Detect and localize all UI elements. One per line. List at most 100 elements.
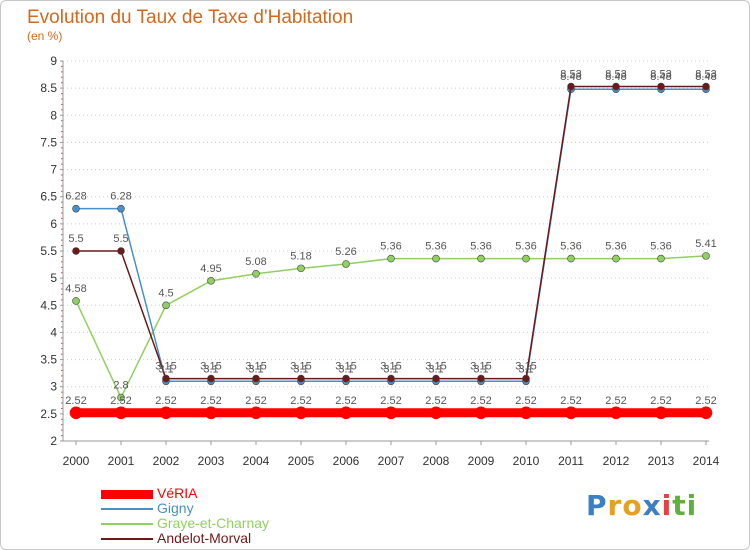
- data-label: 8.48: [695, 71, 716, 83]
- data-label: 3.15: [290, 361, 311, 373]
- data-label: 3.1: [473, 363, 488, 375]
- logo-letter: t: [672, 489, 687, 522]
- legend-label: Graye-et-Charnay: [157, 515, 270, 531]
- data-label: 8.48: [650, 71, 671, 83]
- y-tick-label: 5: [50, 271, 57, 285]
- x-tick-label: 2011: [558, 454, 584, 468]
- data-label: 5.36: [470, 241, 491, 253]
- logo-letter: o: [622, 489, 643, 522]
- data-label: 6.28: [65, 191, 86, 203]
- data-label: 3.15: [425, 361, 446, 373]
- y-tick-label: 2: [50, 434, 57, 448]
- legend-label: Andelot-Morval: [157, 530, 252, 546]
- data-label: 5.36: [560, 241, 581, 253]
- y-tick-label: 3.5: [40, 353, 57, 367]
- data-point: [72, 247, 80, 255]
- data-label: 3.15: [515, 361, 536, 373]
- data-point: [612, 254, 620, 263]
- y-tick-label: 5.5: [40, 244, 57, 258]
- data-label: 3.15: [470, 361, 491, 373]
- x-tick-label: 2014: [693, 454, 720, 468]
- legend-label: VéRIA: [157, 485, 198, 501]
- data-label: 3.15: [335, 361, 356, 373]
- data-label: 8.53: [605, 69, 626, 81]
- data-label: 2.52: [155, 395, 176, 407]
- x-tick-label: 2003: [198, 454, 225, 468]
- chart-subtitle: (en %): [27, 29, 63, 43]
- data-point: [387, 374, 395, 383]
- series-group: [69, 82, 713, 420]
- data-point: [252, 374, 260, 383]
- data-point: [564, 406, 578, 420]
- data-point: [519, 406, 533, 420]
- data-label: 2.52: [290, 395, 311, 407]
- data-point: [432, 254, 440, 263]
- data-point: [477, 374, 485, 383]
- data-label: 3.15: [200, 361, 221, 373]
- data-point: [207, 277, 215, 285]
- data-label: 5.36: [650, 241, 671, 253]
- data-label: 8.53: [560, 69, 581, 81]
- data-point: [297, 374, 305, 383]
- data-label: 3.1: [248, 363, 263, 375]
- data-label: 2.52: [65, 395, 86, 407]
- x-tick-label: 2005: [288, 454, 315, 468]
- data-point: [702, 252, 710, 260]
- data-point: [477, 254, 485, 263]
- data-point: [657, 254, 665, 263]
- y-tick-label: 4.5: [40, 298, 57, 312]
- data-point: [384, 406, 398, 420]
- y-tick-label: 6.5: [40, 190, 57, 204]
- data-label: 2.52: [560, 395, 581, 407]
- data-label: 5.26: [335, 246, 356, 258]
- data-point: [474, 406, 488, 420]
- data-point: [654, 406, 668, 420]
- data-point: [609, 406, 623, 420]
- data-label: 4.95: [200, 263, 221, 275]
- data-point: [339, 406, 353, 420]
- data-label: 2.52: [110, 395, 131, 407]
- data-label: 5.36: [425, 241, 446, 253]
- data-label: 2.52: [695, 395, 716, 407]
- data-point: [342, 260, 350, 268]
- data-point: [612, 82, 620, 91]
- data-point: [117, 247, 125, 255]
- logo-letter: i: [661, 489, 673, 522]
- data-label: 5.18: [290, 250, 311, 262]
- data-point: [159, 406, 173, 420]
- data-label: 3.15: [245, 361, 266, 373]
- y-tick-label: 9: [50, 54, 57, 68]
- data-label: 8.53: [695, 69, 716, 81]
- data-label: 3.1: [158, 363, 173, 375]
- line-chart: 2 2.5 3 3.5 4 4.5 5 5.5 6 6.5 7 7.5 8 8.5 9 2000 2001 200…: [40, 54, 720, 468]
- data-label: 3.15: [155, 361, 176, 373]
- x-tick-label: 2009: [468, 454, 495, 468]
- data-label: 4.58: [65, 283, 86, 295]
- data-label: 2.52: [605, 395, 626, 407]
- data-point: [702, 82, 710, 91]
- data-label: 5.5: [68, 233, 83, 245]
- data-point: [252, 269, 260, 278]
- x-tick-label: 2001: [108, 454, 135, 468]
- x-tick-label: 2004: [243, 454, 270, 468]
- x-tick-label: 2013: [648, 454, 675, 468]
- x-tick-label: 2002: [153, 454, 180, 468]
- y-tick-label: 4: [50, 325, 57, 339]
- data-label: 2.52: [245, 395, 266, 407]
- data-point: [117, 393, 125, 402]
- data-point: [207, 374, 215, 383]
- data-label: 3.1: [383, 363, 398, 375]
- x-tick-label: 2000: [63, 454, 90, 468]
- data-label: 2.52: [650, 395, 671, 407]
- logo-letter: P: [586, 489, 608, 522]
- data-label: 8.48: [605, 71, 626, 83]
- data-label: 6.28: [110, 191, 131, 203]
- data-label: 2.8: [113, 380, 128, 392]
- chart-title: Evolution du Taux de Taxe d'Habitation: [27, 7, 354, 28]
- data-point: [117, 204, 125, 213]
- data-point: [657, 82, 665, 91]
- data-label: 5.41: [695, 238, 716, 250]
- data-label: 3.1: [293, 363, 308, 375]
- data-point: [69, 406, 83, 420]
